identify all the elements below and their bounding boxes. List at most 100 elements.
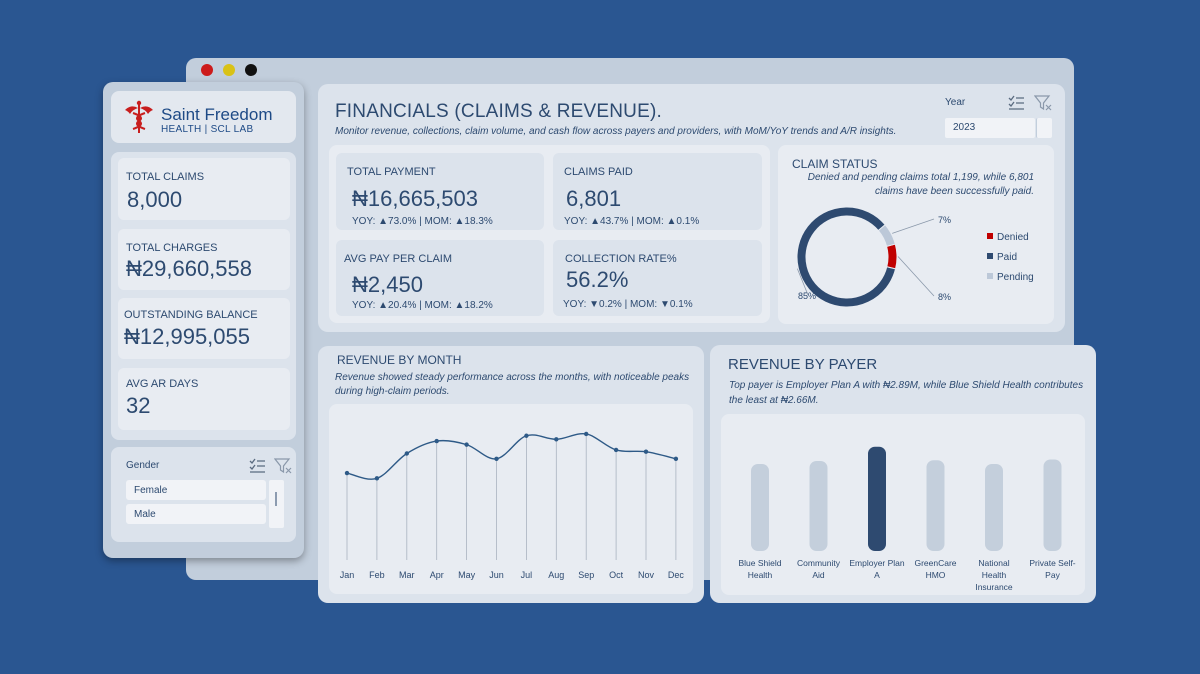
metric-value: 56.2% bbox=[566, 267, 629, 292]
metric-label: CLAIMS PAID bbox=[564, 166, 633, 178]
line-point-nov[interactable] bbox=[643, 449, 649, 454]
line-point-jul[interactable] bbox=[524, 433, 529, 438]
x-tick-label: Community Aid bbox=[797, 558, 841, 580]
revenue-payer-subtitle: Top payer is Employer Plan A with ₦2.89M… bbox=[729, 380, 1084, 406]
gender-slicer: Gender Female Male bbox=[111, 447, 296, 542]
revenue-payer-title: REVENUE BY PAYER bbox=[728, 356, 878, 373]
metric-label: AVG PAY PER CLAIM bbox=[344, 253, 452, 265]
revenue-month-chart-area: Jan Feb Mar Apr May Jun Jul Aug Sep Oct Nov Dec bbox=[329, 404, 693, 594]
x-tick-label: Sep bbox=[578, 570, 594, 580]
metric-label: TOTAL PAYMENT bbox=[347, 166, 436, 178]
kpi-total-charges: TOTAL CHARGES ₦29,660,558 bbox=[118, 229, 290, 290]
multi-select-icon[interactable] bbox=[1008, 95, 1026, 111]
kpi-value: 8,000 bbox=[127, 187, 183, 212]
x-tick-label: Employer Plan A bbox=[849, 558, 905, 580]
line-point-jun[interactable] bbox=[494, 456, 499, 462]
claim-status-title: CLAIM STATUS bbox=[792, 157, 878, 171]
revenue-line-series bbox=[346, 432, 677, 480]
revenue-month-line-chart: Jan Feb Mar Apr May Jun Jul Aug Sep Oct Nov Dec bbox=[340, 431, 685, 580]
brand-name: Saint Freedom bbox=[161, 105, 273, 124]
line-point-aug[interactable] bbox=[554, 437, 559, 442]
x-tick-label: Oct bbox=[609, 570, 624, 580]
line-point-feb[interactable] bbox=[374, 476, 380, 481]
year-slicer-value[interactable]: 2023 bbox=[945, 118, 1035, 138]
line-point-sep[interactable] bbox=[584, 431, 589, 437]
metric-claims-paid: CLAIMS PAID 6,801 YOY: ▲43.7% | MOM: ▲0.… bbox=[553, 153, 762, 230]
kpi-outstanding-balance: OUTSTANDING BALANCE ₦12,995,055 bbox=[118, 298, 290, 359]
metric-value: ₦16,665,503 bbox=[352, 186, 478, 211]
line-point-may[interactable] bbox=[464, 442, 469, 447]
legend-label[interactable]: Pending bbox=[997, 272, 1034, 283]
metric-total-payment: TOTAL PAYMENT ₦16,665,503 YOY: ▲73.0% | … bbox=[336, 153, 544, 230]
x-tick-label: National Health Insurance bbox=[975, 558, 1013, 592]
bar-employer-plan-a[interactable] bbox=[868, 446, 886, 551]
kpi-label: TOTAL CHARGES bbox=[126, 242, 218, 254]
revenue-by-payer-card: REVENUE BY PAYER Top payer is Employer P… bbox=[710, 345, 1096, 603]
slicer-title: Gender bbox=[126, 460, 160, 471]
legend-label[interactable]: Paid bbox=[997, 252, 1017, 263]
caduceus-icon bbox=[125, 100, 153, 133]
slicer-option-female[interactable]: Female bbox=[126, 480, 266, 500]
donut-data-label: 8% bbox=[938, 292, 951, 302]
x-tick-label: Blue Shield Health bbox=[738, 558, 781, 580]
sidebar-kpi-panel: TOTAL CLAIMS 8,000 TOTAL CHARGES ₦29,660… bbox=[111, 152, 296, 440]
x-tick-label: Nov bbox=[638, 570, 655, 580]
claim-status-subtitle: Denied and pending claims total 1,199, w… bbox=[807, 172, 1034, 197]
year-slicer-scroll[interactable] bbox=[1036, 118, 1052, 138]
x-tick-label: Dec bbox=[668, 570, 685, 580]
x-tick-label: Apr bbox=[430, 570, 444, 580]
line-point-oct[interactable] bbox=[613, 447, 619, 453]
metric-value: 6,801 bbox=[566, 186, 622, 211]
metric-trend: YOY: ▲43.7% | MOM: ▲0.1% bbox=[564, 216, 700, 227]
revenue-month-subtitle: Revenue showed steady performance across… bbox=[335, 372, 690, 397]
metric-trend: YOY: ▼0.2% | MOM: ▼0.1% bbox=[563, 299, 693, 310]
x-tick-label: Mar bbox=[399, 570, 415, 580]
bar-greencare-hmo[interactable] bbox=[926, 460, 945, 551]
clear-filter-icon[interactable] bbox=[1034, 95, 1052, 111]
metrics-group: TOTAL PAYMENT ₦16,665,503 YOY: ▲73.0% | … bbox=[329, 145, 770, 323]
multi-select-icon[interactable] bbox=[249, 458, 267, 474]
page-subtitle: Monitor revenue, collections, claim volu… bbox=[335, 126, 897, 137]
line-point-jan[interactable] bbox=[344, 470, 350, 476]
bar-private-self-pay[interactable] bbox=[1043, 459, 1062, 552]
metric-avg-pay-per-claim: AVG PAY PER CLAIM ₦2,450 YOY: ▲20.4% | M… bbox=[336, 240, 544, 316]
claim-status-card: CLAIM STATUS Denied and pending claims t… bbox=[778, 145, 1054, 324]
maximize-window-dot[interactable] bbox=[245, 64, 257, 76]
donut-data-label: 85% bbox=[798, 291, 816, 301]
legend-label[interactable]: Denied bbox=[997, 232, 1029, 243]
donut-leader-line bbox=[796, 268, 809, 296]
slicer-option-male[interactable]: Male bbox=[126, 504, 266, 524]
kpi-avg-ar-days: AVG AR DAYS 32 bbox=[118, 368, 290, 430]
donut-leader-line bbox=[897, 256, 935, 297]
donut-slice-denied[interactable] bbox=[885, 243, 898, 270]
x-tick-label: Jul bbox=[521, 570, 533, 580]
bar-community-aid[interactable] bbox=[809, 461, 828, 551]
kpi-value: ₦12,995,055 bbox=[124, 324, 250, 349]
line-point-mar[interactable] bbox=[404, 451, 409, 456]
bar-blue-shield-health[interactable] bbox=[751, 464, 769, 551]
slicer-scrollbar[interactable] bbox=[269, 480, 284, 528]
metric-collection-rate: COLLECTION RATE% 56.2% YOY: ▼0.2% | MOM:… bbox=[553, 240, 762, 316]
legend-swatch bbox=[987, 273, 993, 279]
metric-label: COLLECTION RATE% bbox=[565, 253, 677, 265]
revenue-payer-chart-area: Blue Shield Health Community Aid Employer Pl… bbox=[721, 414, 1085, 595]
sidebar: Saint Freedom HEALTH | SCL LAB TOTAL CLA… bbox=[103, 82, 304, 558]
metric-value: ₦2,450 bbox=[352, 272, 423, 297]
kpi-value: ₦29,660,558 bbox=[126, 256, 252, 281]
donut-data-label: 7% bbox=[938, 215, 951, 225]
x-tick-label: May bbox=[458, 570, 476, 580]
page-title: FINANCIALS (CLAIMS & REVENUE). bbox=[335, 101, 662, 122]
line-point-dec[interactable] bbox=[673, 456, 679, 462]
donut-slice-pending[interactable] bbox=[877, 224, 896, 248]
x-tick-label: Private Self-Pay bbox=[1029, 558, 1075, 580]
kpi-label: TOTAL CLAIMS bbox=[126, 171, 205, 183]
clear-filter-icon[interactable] bbox=[274, 458, 292, 474]
x-tick-label: Jun bbox=[489, 570, 504, 580]
line-point-apr[interactable] bbox=[434, 438, 439, 444]
close-window-dot[interactable] bbox=[201, 64, 213, 76]
minimize-window-dot[interactable] bbox=[223, 64, 235, 76]
bar-national-health-insurance[interactable] bbox=[985, 464, 1003, 551]
x-tick-label: Feb bbox=[369, 570, 385, 580]
revenue-payer-bar-chart: Blue Shield Health Community Aid Employer Pl… bbox=[738, 446, 1076, 592]
x-tick-label: GreenCare HMO bbox=[914, 558, 956, 580]
